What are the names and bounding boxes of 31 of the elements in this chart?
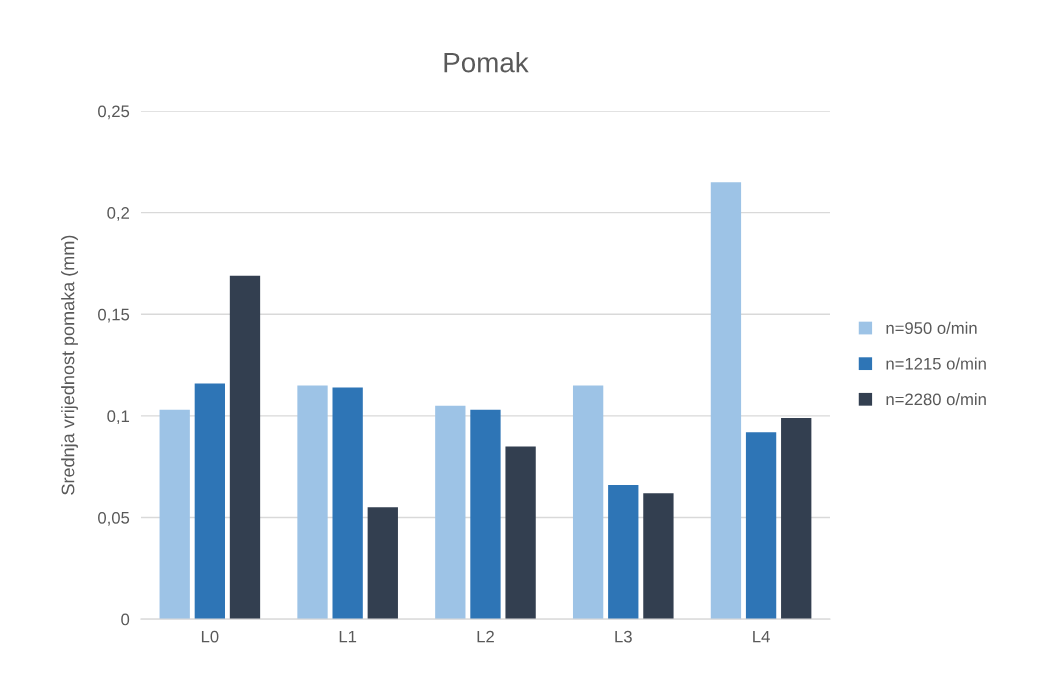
x-tick-label: L4 [753, 630, 770, 643]
bar [781, 417, 812, 620]
legend-label: n=2280 o/min [886, 393, 986, 406]
bar [332, 387, 363, 620]
chart-title: Pomak [444, 52, 529, 73]
y-axis-title: Srednja vrijednost pomaka (mm) [61, 235, 78, 495]
bar [710, 182, 742, 620]
bar [643, 493, 674, 620]
bar [194, 383, 225, 620]
y-tick-label: 0 [121, 613, 130, 626]
x-tick-label: L1 [339, 630, 357, 643]
y-tick-label: 0,05 [98, 511, 130, 526]
bar [367, 507, 398, 620]
bar [470, 409, 501, 620]
bar [745, 432, 777, 620]
y-tick-label: 0,25 [98, 105, 130, 120]
bar [608, 485, 639, 620]
bar [159, 409, 190, 620]
bar [435, 405, 466, 620]
bar [572, 385, 604, 620]
x-tick-label: L2 [477, 630, 494, 643]
bar [297, 385, 328, 620]
legend-label: n=950 o/min [886, 321, 977, 334]
y-tick-label: 0,1 [107, 410, 130, 425]
legend-label: n=1215 o/min [886, 357, 986, 370]
bar [505, 446, 536, 620]
x-tick-label: L0 [201, 630, 219, 643]
y-tick-label: 0,15 [98, 308, 130, 323]
x-tick-label: L3 [615, 630, 632, 643]
bar [229, 275, 261, 620]
y-tick-label: 0,2 [107, 207, 129, 221]
